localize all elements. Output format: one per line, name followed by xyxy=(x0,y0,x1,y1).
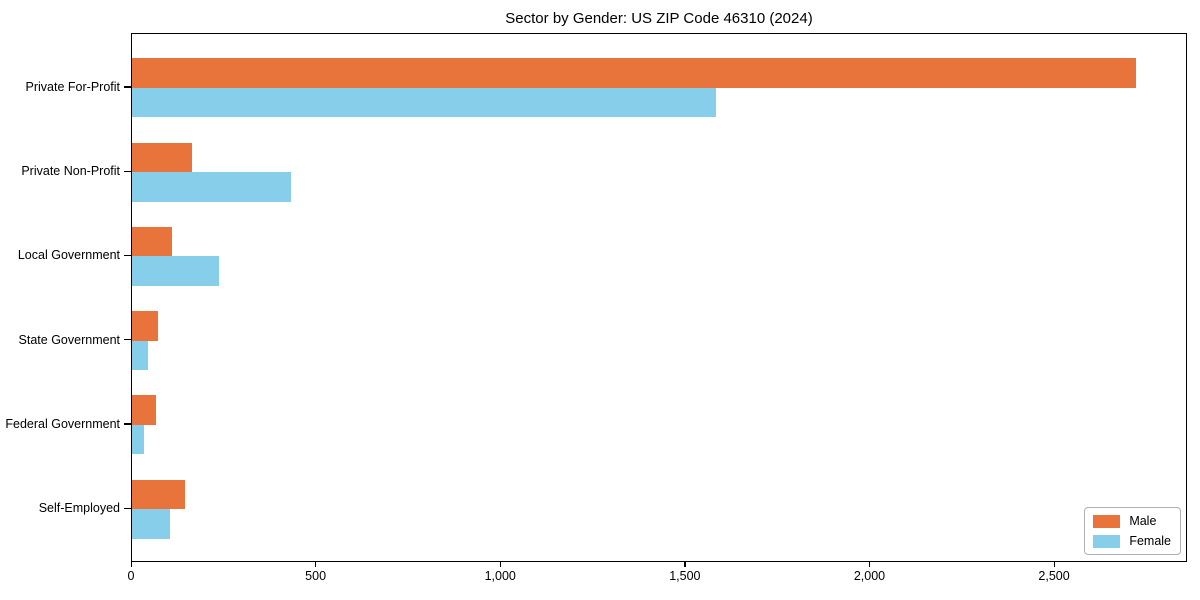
x-tick-1000 xyxy=(499,562,501,567)
y-tick-label-federal-government: Federal Government xyxy=(5,416,120,431)
bar-male-local-government xyxy=(132,226,172,257)
bar-male-private-non-profit xyxy=(132,142,192,173)
bar-male-self-employed xyxy=(132,479,185,510)
y-tick-federal-government xyxy=(124,423,131,425)
bar-female-private-for-profit xyxy=(132,87,716,118)
x-tick-label-0: 0 xyxy=(127,569,135,583)
y-tick-state-government xyxy=(124,339,131,341)
female-legend-label: Female xyxy=(1129,534,1171,548)
bar-male-federal-government xyxy=(132,395,156,425)
y-tick-self-employed xyxy=(124,507,131,509)
y-tick-private-non-profit xyxy=(124,170,131,172)
x-tick-label-1500: 1,500 xyxy=(669,569,701,583)
x-tick-0 xyxy=(130,562,132,567)
bar-male-state-government xyxy=(132,311,159,341)
y-tick-local-government xyxy=(124,254,131,257)
legend: Male Female xyxy=(1084,507,1181,555)
bar-female-local-government xyxy=(132,256,219,286)
x-tick-2500 xyxy=(1053,562,1055,567)
legend-item-female: Female xyxy=(1093,534,1171,548)
chart-title: Sector by Gender: US ZIP Code 46310 (202… xyxy=(505,10,813,27)
bar-male-private-for-profit xyxy=(132,58,1136,88)
y-tick-label-local-government: Local Government xyxy=(17,248,120,263)
x-tick-1500 xyxy=(684,562,686,567)
plot-area: Male Female xyxy=(131,33,1187,562)
bar-female-private-non-profit xyxy=(132,172,291,202)
x-tick-label-1000: 1,000 xyxy=(484,569,516,583)
y-tick-label-private-for-profit: Private For-Profit xyxy=(25,79,120,94)
bars-layer xyxy=(132,34,1186,561)
y-tick-label-private-non-profit: Private Non-Profit xyxy=(21,164,120,179)
x-tick-500 xyxy=(315,562,317,567)
x-tick-label-2000: 2,000 xyxy=(853,569,886,583)
y-tick-private-for-profit xyxy=(124,86,131,88)
x-tick-label-2500: 2,500 xyxy=(1038,569,1070,583)
female-legend-swatch xyxy=(1093,534,1121,548)
male-legend-swatch xyxy=(1093,514,1121,528)
legend-item-male: Male xyxy=(1093,514,1171,528)
x-tick-2000 xyxy=(868,562,871,567)
bar-female-self-employed xyxy=(132,509,171,539)
y-tick-label-state-government: State Government xyxy=(18,332,120,347)
male-legend-label: Male xyxy=(1129,514,1157,528)
y-tick-label-self-employed: Self-Employed xyxy=(38,501,120,516)
bar-female-state-government xyxy=(132,340,149,371)
x-tick-label-500: 500 xyxy=(305,569,327,583)
bar-female-federal-government xyxy=(132,424,144,455)
